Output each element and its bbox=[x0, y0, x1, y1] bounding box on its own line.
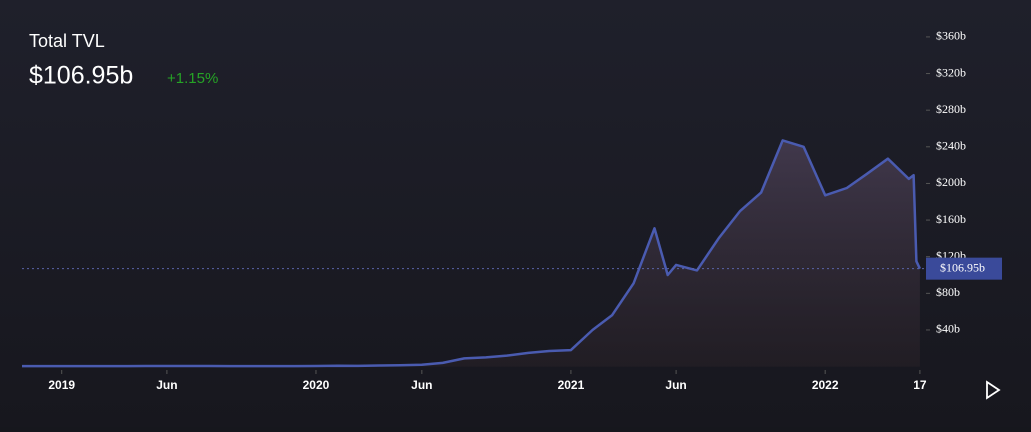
x-tick-label: Jun bbox=[411, 378, 432, 392]
play-button[interactable] bbox=[986, 380, 1001, 400]
x-tick-label: 2022 bbox=[812, 378, 839, 392]
value-label: $106.95b bbox=[940, 260, 985, 274]
area bbox=[22, 140, 920, 367]
y-tick-label: $280b bbox=[936, 102, 966, 116]
x-tick-label: Jun bbox=[156, 378, 177, 392]
x-tick-label: 17 bbox=[913, 378, 927, 392]
x-tick-label: 2021 bbox=[558, 378, 585, 392]
value-label-box bbox=[926, 257, 1002, 280]
y-tick-label: $360b bbox=[936, 29, 966, 43]
y-tick-label: $200b bbox=[936, 175, 966, 189]
title: Total TVL bbox=[29, 31, 105, 51]
y-tick-label: $40b bbox=[936, 322, 960, 336]
y-tick-label: $240b bbox=[936, 139, 966, 153]
current-value: $106.95b bbox=[29, 62, 133, 90]
x-tick-label: 2019 bbox=[48, 378, 75, 392]
line bbox=[22, 139, 922, 368]
y-tick-label: $160b bbox=[936, 212, 966, 226]
plot: $40b$80b$120b$160b$200b$240b$280b$320b$3… bbox=[22, 29, 1002, 392]
change: +1.15% bbox=[167, 70, 218, 87]
play-icon[interactable] bbox=[986, 380, 1001, 400]
y-tick-label: $320b bbox=[936, 65, 966, 79]
x-tick-label: Jun bbox=[665, 378, 686, 392]
y-tick-label: $80b bbox=[936, 285, 960, 299]
x-tick-label: 2020 bbox=[303, 378, 330, 392]
